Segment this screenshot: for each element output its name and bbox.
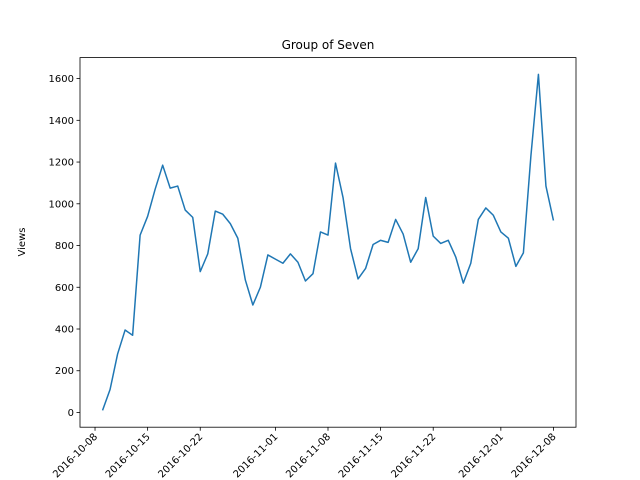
y-tick-label: 200	[55, 366, 74, 377]
x-tick-label: 2016-12-08	[510, 432, 559, 480]
y-tick-label: 800	[55, 241, 74, 252]
x-tick-label: 2016-11-08	[284, 432, 333, 480]
y-tick-label: 400	[55, 325, 74, 336]
y-tick-label: 0	[68, 408, 74, 419]
axes-frame	[79, 57, 577, 428]
y-tick-label: 1000	[49, 199, 74, 210]
x-tick-label: 2016-10-22	[156, 432, 205, 480]
data-line	[101, 73, 555, 411]
x-tick-label: 2016-10-15	[104, 432, 153, 480]
x-tick-label: 2016-12-01	[457, 432, 506, 480]
y-tick-label: 1400	[49, 116, 74, 127]
chart-title: Group of Seven	[282, 38, 375, 52]
y-axis-label: Views	[17, 228, 28, 257]
y-tick-label: 1600	[49, 74, 74, 85]
y-tick-label: 600	[55, 283, 74, 294]
y-tick-label: 1200	[49, 158, 74, 169]
x-tick-label: 2016-11-22	[389, 432, 438, 480]
x-tick-label: 2016-10-08	[51, 432, 100, 480]
x-tick-label: 2016-11-15	[337, 432, 386, 480]
x-tick-label: 2016-11-01	[232, 432, 281, 480]
